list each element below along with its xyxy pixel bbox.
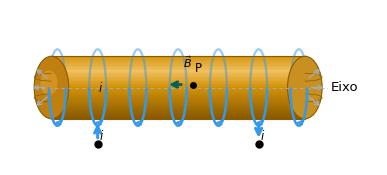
Bar bbox=[51, 106, 305, 108]
Bar bbox=[51, 72, 305, 74]
Text: P: P bbox=[195, 62, 202, 75]
Text: i: i bbox=[99, 82, 102, 95]
Bar bbox=[51, 62, 305, 64]
Bar bbox=[51, 78, 305, 80]
Bar bbox=[51, 92, 305, 94]
Bar bbox=[51, 86, 305, 88]
Bar bbox=[51, 94, 305, 95]
Bar bbox=[51, 65, 305, 67]
Bar bbox=[51, 75, 305, 76]
Bar bbox=[51, 69, 305, 70]
Bar bbox=[51, 116, 305, 117]
Bar bbox=[51, 102, 305, 103]
Bar bbox=[51, 76, 305, 78]
Bar bbox=[51, 87, 305, 89]
Bar bbox=[51, 70, 305, 72]
Ellipse shape bbox=[288, 56, 322, 119]
Bar bbox=[51, 58, 305, 59]
Bar bbox=[51, 80, 305, 81]
Text: $\vec{B}$: $\vec{B}$ bbox=[183, 55, 192, 71]
Bar bbox=[51, 81, 305, 83]
Bar bbox=[51, 114, 305, 116]
Bar bbox=[51, 112, 305, 114]
Bar bbox=[51, 84, 305, 86]
Bar bbox=[51, 111, 305, 113]
Ellipse shape bbox=[34, 56, 69, 119]
Bar bbox=[51, 89, 305, 91]
Bar bbox=[51, 73, 305, 75]
Bar bbox=[51, 59, 305, 61]
Text: i: i bbox=[260, 130, 264, 143]
Bar bbox=[51, 105, 305, 106]
Bar bbox=[51, 98, 305, 100]
Bar bbox=[51, 64, 305, 66]
Bar bbox=[51, 103, 305, 105]
Bar bbox=[51, 83, 305, 84]
Bar bbox=[51, 67, 305, 69]
Bar bbox=[51, 61, 305, 62]
Bar bbox=[51, 117, 305, 119]
Bar bbox=[51, 97, 305, 98]
Bar bbox=[51, 108, 305, 109]
Text: Eixo: Eixo bbox=[330, 81, 358, 94]
Ellipse shape bbox=[40, 70, 58, 95]
Text: i: i bbox=[99, 130, 103, 143]
Bar bbox=[51, 109, 305, 111]
Bar bbox=[51, 95, 305, 97]
Bar bbox=[51, 100, 305, 102]
Bar bbox=[51, 56, 305, 58]
Bar bbox=[51, 90, 305, 92]
